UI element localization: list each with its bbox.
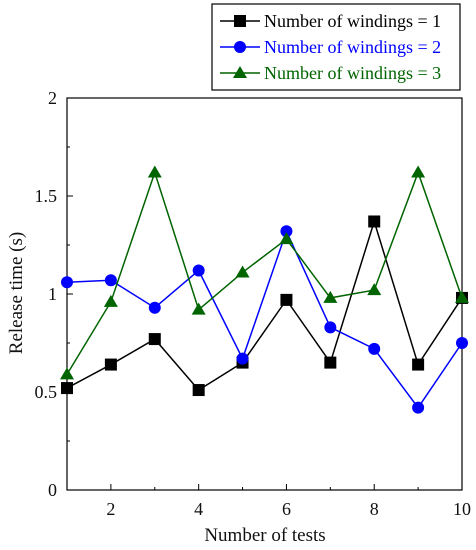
data-point: [368, 342, 381, 355]
data-point: [60, 367, 74, 380]
data-point: [411, 165, 426, 178]
legend-entry: Number of windings = 3: [220, 63, 441, 83]
y-tick-label: 2: [48, 88, 57, 108]
data-point: [192, 264, 205, 277]
legend-marker: [234, 41, 246, 53]
data-point: [456, 337, 468, 349]
data-point: [148, 301, 161, 314]
x-tick-label: 2: [106, 499, 115, 519]
x-tick-label: 6: [282, 499, 291, 519]
series-line: [66, 170, 463, 375]
legend-label: Number of windings = 2: [264, 37, 441, 57]
series-2: [61, 225, 468, 414]
y-tick-label: 0: [48, 480, 57, 500]
data-point: [236, 352, 249, 365]
data-point: [279, 232, 294, 245]
legend-marker: [233, 66, 247, 78]
x-tick-label: 8: [370, 499, 379, 519]
legend-label: Number of windings = 1: [264, 11, 441, 31]
legend-marker: [234, 15, 246, 27]
data-point: [367, 283, 382, 296]
series-line: [66, 218, 463, 392]
legend-entry: Number of windings = 2: [220, 37, 441, 57]
data-point: [148, 333, 161, 346]
x-tick-label: 4: [194, 499, 203, 519]
data-point: [61, 276, 73, 289]
data-point: [104, 274, 117, 287]
x-axis-title: Number of tests: [204, 525, 325, 546]
legend-label: Number of windings = 3: [264, 63, 441, 83]
y-tick-label: 1: [48, 284, 57, 304]
data-point: [192, 384, 205, 397]
data-point: [368, 215, 381, 228]
data-point: [324, 321, 337, 334]
y-tick-label: 1.5: [35, 186, 58, 206]
series-1: [61, 215, 468, 397]
data-point: [280, 225, 293, 238]
axis-ticks: 2 4 6 8 10 0 0.5 1 1.5 2: [35, 88, 472, 519]
series-line: [66, 229, 463, 409]
x-tick-label: 10: [453, 499, 471, 519]
y-axis-title: Release time (s): [6, 232, 27, 354]
data-point: [455, 290, 469, 303]
data-point: [61, 382, 73, 395]
series-lines: [60, 165, 469, 414]
data-point: [191, 302, 206, 315]
data-point: [280, 293, 293, 306]
y-tick-label: 0.5: [35, 382, 58, 402]
data-point: [104, 358, 117, 371]
data-point: [412, 358, 425, 371]
legend: Number of windings = 1 Number of windings…: [211, 3, 461, 91]
data-point: [412, 401, 425, 414]
data-point: [103, 294, 118, 307]
legend-entry: Number of windings = 1: [220, 11, 441, 31]
data-point: [235, 265, 250, 278]
data-point: [147, 165, 162, 178]
data-point: [323, 290, 338, 303]
data-point: [324, 356, 337, 369]
series-3: [60, 165, 469, 380]
